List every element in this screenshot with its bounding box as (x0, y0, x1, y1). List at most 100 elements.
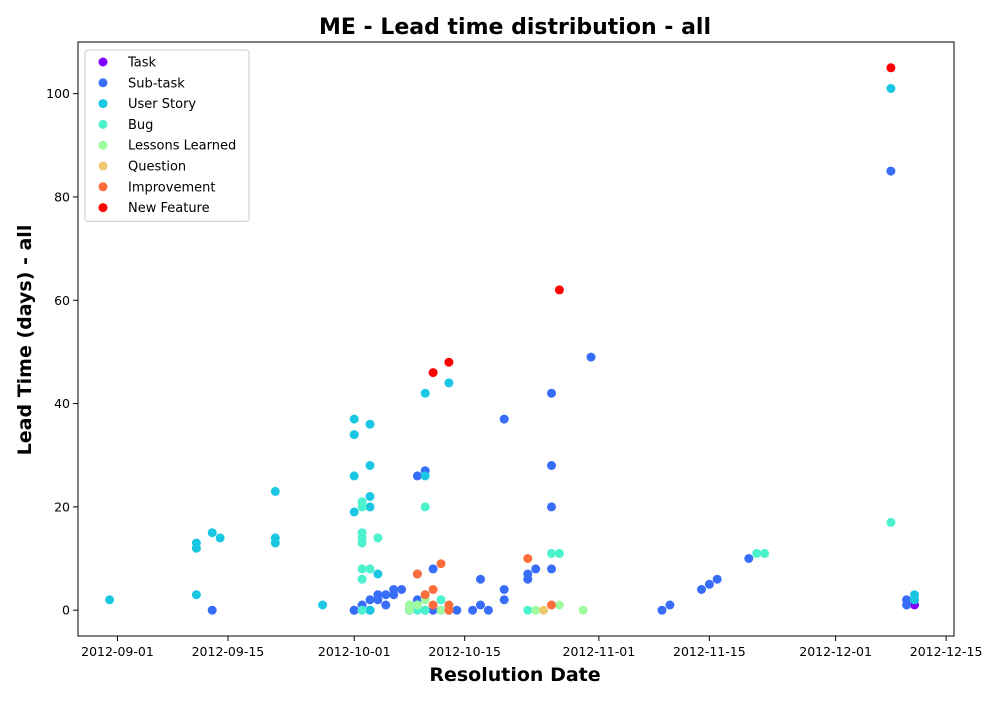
data-point-user-story (365, 419, 375, 429)
data-point-lessons-learned (412, 600, 422, 610)
data-point-user-story (373, 569, 383, 579)
data-point-sub-task (397, 585, 407, 594)
data-point-user-story (444, 378, 454, 388)
data-point-user-story (365, 461, 375, 470)
data-point-new-feature (886, 63, 896, 73)
data-point-sub-task (452, 605, 462, 615)
data-point-sub-task (468, 605, 478, 615)
legend-marker (98, 78, 108, 88)
data-point-lessons-learned (436, 605, 446, 615)
y-axis-label: Lead Time (days) - all (14, 225, 36, 456)
data-point-bug (365, 564, 375, 574)
data-point-lessons-learned (405, 600, 414, 610)
data-point-bug (886, 517, 896, 527)
legend-label: Lessons Learned (128, 139, 236, 154)
y-tick-label: 20 (54, 499, 70, 514)
x-tick-label: 2012-09-01 (81, 644, 154, 659)
data-point-user-story (191, 538, 201, 548)
data-point-bug (420, 502, 430, 512)
x-tick-label: 2012-11-01 (563, 644, 636, 659)
data-point-user-story (910, 590, 919, 600)
data-point-bug (523, 605, 533, 615)
data-point-sub-task (483, 605, 493, 615)
data-point-user-story (420, 388, 430, 398)
y-tick-label: 60 (54, 293, 70, 308)
data-point-sub-task (499, 595, 509, 605)
x-tick-label: 2012-10-15 (428, 644, 501, 659)
data-point-sub-task (428, 564, 438, 574)
legend-label: Task (127, 56, 157, 71)
data-point-bug (436, 595, 446, 605)
data-point-bug (554, 548, 564, 558)
y-tick-label: 100 (46, 86, 70, 101)
data-point-sub-task (523, 569, 533, 579)
data-point-improvement (436, 559, 446, 569)
legend-box (84, 49, 250, 222)
data-point-new-feature (444, 357, 454, 367)
data-point-sub-task (547, 564, 556, 574)
legend-marker (98, 182, 108, 192)
data-point-user-story (270, 533, 280, 543)
data-point-sub-task (744, 554, 754, 563)
data-point-sub-task (547, 502, 556, 512)
legend-label: Question (128, 160, 186, 175)
legend-marker (98, 203, 108, 213)
data-point-user-story (215, 533, 225, 543)
data-point-sub-task (547, 388, 556, 398)
data-point-bug (357, 574, 367, 584)
data-point-new-feature (554, 285, 564, 295)
data-point-sub-task (389, 585, 399, 594)
plot-frame (77, 41, 955, 637)
chart-title: ME - Lead time distribution - all (319, 15, 711, 40)
legend-label: User Story (128, 97, 196, 112)
legend-marker (98, 57, 108, 67)
legend-marker (98, 99, 108, 109)
data-point-sub-task (207, 605, 217, 615)
data-point-sub-task (712, 574, 722, 584)
data-point-user-story (191, 590, 201, 600)
data-point-sub-task (886, 166, 896, 176)
data-point-sub-task (381, 600, 391, 610)
data-point-sub-task (499, 414, 509, 424)
data-point-improvement (523, 554, 533, 563)
legend-marker (98, 161, 108, 171)
x-tick-label: 2012-11-15 (673, 644, 746, 659)
data-point-user-story (349, 471, 359, 481)
y-tick-label: 0 (62, 603, 70, 618)
data-point-sub-task (499, 585, 509, 594)
data-point-user-story (420, 471, 430, 481)
data-point-user-story (365, 492, 375, 501)
data-point-bug (357, 564, 367, 574)
x-tick-label: 2012-10-01 (318, 644, 391, 659)
legend-label: Sub-task (128, 76, 185, 91)
data-point-question (539, 605, 549, 615)
data-point-improvement (412, 569, 422, 579)
data-point-improvement (547, 600, 556, 610)
data-point-bug (760, 548, 770, 558)
data-point-lessons-learned (531, 605, 541, 615)
data-point-bug (357, 528, 367, 538)
x-tick-label: 2012-12-15 (910, 644, 983, 659)
data-point-bug (373, 533, 383, 543)
data-point-sub-task (531, 564, 541, 574)
legend-label: New Feature (128, 201, 210, 216)
legend: Task Sub-task User Story Bug Lessons Learned… (84, 49, 250, 222)
y-tick-label: 40 (54, 396, 70, 411)
data-point-sub-task (365, 595, 375, 605)
x-axis-label: Resolution Date (429, 664, 600, 686)
data-point-sub-task (412, 471, 422, 481)
data-point-bug (420, 605, 430, 615)
y-tick-label: 80 (54, 189, 70, 204)
data-point-sub-task (373, 590, 383, 600)
data-point-improvement (420, 590, 430, 600)
data-point-user-story (365, 502, 375, 512)
data-point-sub-task (704, 579, 714, 589)
data-point-user-story (349, 414, 359, 424)
data-point-bug (357, 497, 367, 507)
data-point-user-story (207, 528, 217, 538)
data-point-user-story (270, 486, 280, 496)
data-point-sub-task (476, 600, 485, 610)
data-point-sub-task (665, 600, 675, 610)
